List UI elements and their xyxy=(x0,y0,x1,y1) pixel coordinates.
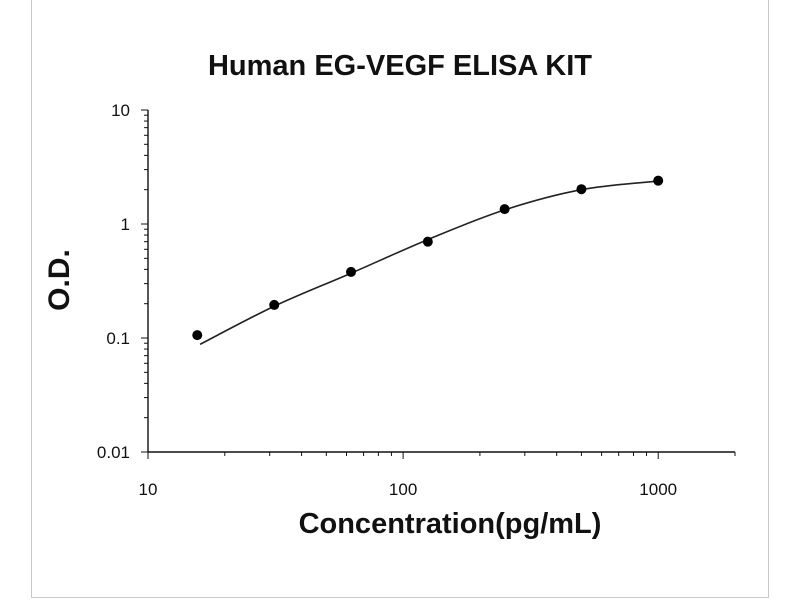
ticks: 0.01 0.1 1 10 10 100 1000 xyxy=(97,101,736,499)
data-point xyxy=(576,184,587,195)
data-point xyxy=(653,175,664,186)
data-point xyxy=(346,266,357,277)
y-tick-label: 1 xyxy=(121,215,130,234)
y-tick-label: 10 xyxy=(111,101,130,120)
x-tick-label: 100 xyxy=(389,480,417,499)
data-point xyxy=(269,299,280,310)
axes xyxy=(147,110,735,453)
fit-curve-group xyxy=(199,180,659,346)
data-point xyxy=(192,330,203,341)
y-tick-label: 0.01 xyxy=(97,443,130,462)
x-tick-label: 10 xyxy=(139,480,158,499)
fit-curve xyxy=(199,180,659,346)
chart-title: Human EG-VEGF ELISA KIT xyxy=(207,50,592,82)
figure-frame xyxy=(31,0,769,598)
data-points xyxy=(192,175,664,341)
y-tick-label: 0.1 xyxy=(106,329,130,348)
x-axis-label: Concentration(pg/mL) xyxy=(298,508,602,540)
data-point xyxy=(499,204,510,215)
x-tick-label: 1000 xyxy=(639,480,677,499)
data-point xyxy=(422,236,433,247)
